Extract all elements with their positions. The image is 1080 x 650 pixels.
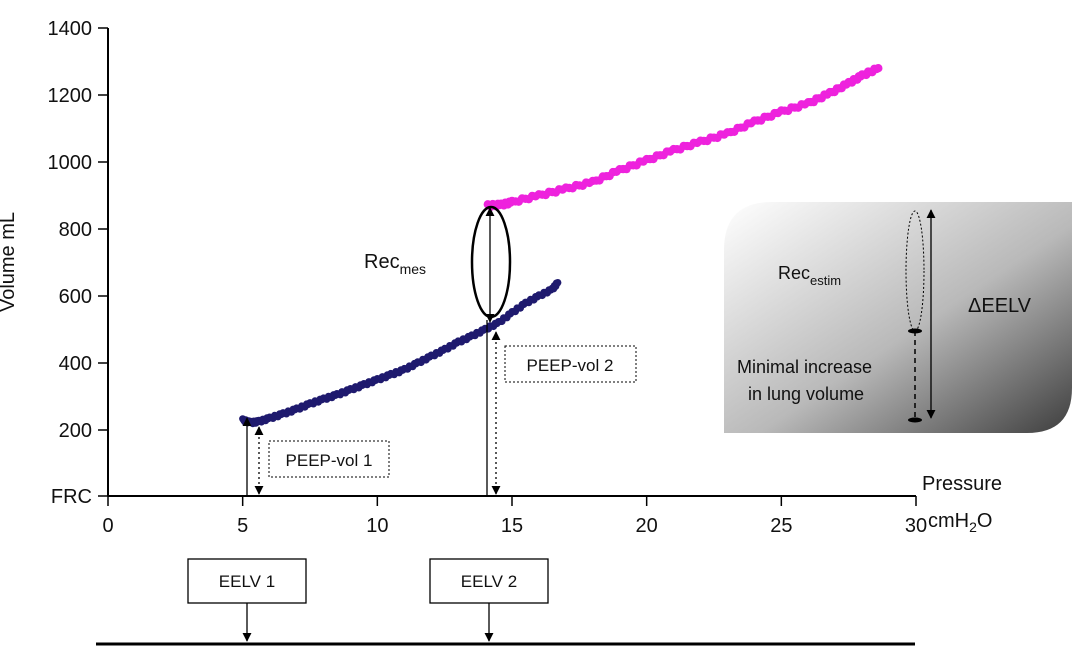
data-point — [554, 279, 562, 287]
y-tick-label: 1400 — [48, 18, 93, 40]
data-point — [874, 63, 883, 73]
y-tick-label: 800 — [59, 219, 92, 241]
x-axis-label-line1: Pressure — [922, 473, 1002, 495]
minimal-top-marker — [908, 328, 922, 334]
y-tick-label: 200 — [59, 420, 92, 442]
minimal-increase-line2: in lung volume — [748, 384, 864, 404]
minimal-increase-line1: Minimal increase — [737, 357, 872, 377]
peep-vol-2-box — [504, 345, 637, 383]
x-tick-label: 0 — [102, 515, 113, 537]
y-axis-ticks: 200 400 600 800 1000 1200 1400 — [48, 18, 108, 497]
eelv-1-label: EELV 1 — [219, 572, 275, 591]
y-baseline-label: FRC — [51, 486, 92, 508]
minimal-bottom-marker — [908, 417, 922, 423]
x-tick-label: 25 — [770, 515, 792, 537]
y-axis-label: Volume mL — [0, 212, 19, 312]
y-tick-label: 1200 — [48, 85, 93, 107]
delta-eelv-label: ΔEELV — [968, 295, 1032, 317]
y-tick-label: 400 — [59, 353, 92, 375]
rec-mes-label: Recmes — [364, 251, 426, 277]
series-peep-vol-2 — [483, 63, 883, 211]
x-tick-label: 20 — [636, 515, 658, 537]
x-axis-label-unit: cmH2O — [928, 510, 992, 535]
rec-mes-ellipse — [470, 205, 512, 319]
peep-vol-1-label: PEEP-vol 1 — [286, 451, 373, 470]
x-axis-ticks: 0 5 10 15 20 25 30 — [102, 496, 927, 537]
rec-estim-label: Recestim — [778, 263, 841, 288]
y-tick-label: 600 — [59, 286, 92, 308]
rec-estim-legend-box — [724, 202, 1072, 433]
x-tick-label: 30 — [905, 515, 927, 537]
x-tick-label: 10 — [366, 515, 388, 537]
x-tick-label: 5 — [237, 515, 248, 537]
eelv-2-box — [429, 558, 549, 604]
eelv-1-box — [187, 558, 307, 604]
x-tick-label: 15 — [501, 515, 523, 537]
peep-vol-1-box — [268, 440, 390, 478]
peep-vol-2-label: PEEP-vol 2 — [527, 356, 614, 375]
y-tick-label: 1000 — [48, 152, 93, 174]
eelv-2-label: EELV 2 — [461, 572, 517, 591]
